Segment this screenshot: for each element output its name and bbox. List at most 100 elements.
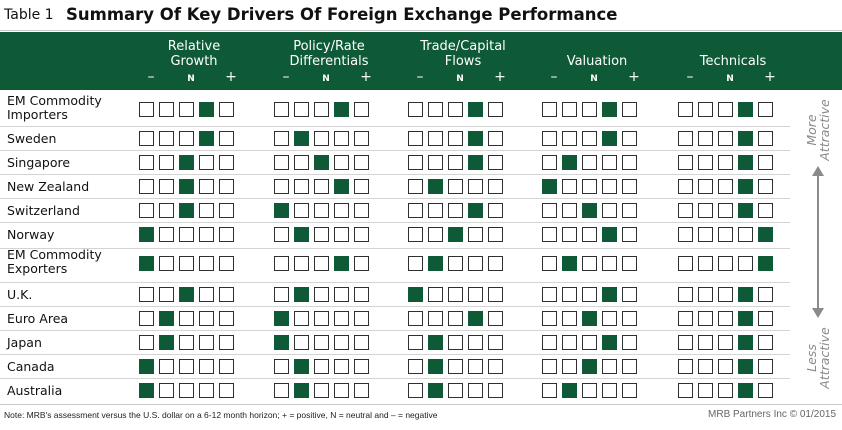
rating-cell-selected bbox=[139, 383, 154, 398]
rating-cell bbox=[199, 287, 214, 302]
rating-cell bbox=[448, 359, 463, 374]
rating-cell bbox=[354, 131, 369, 146]
rating-cell bbox=[294, 256, 309, 271]
rating-cell bbox=[718, 335, 733, 350]
rating-cell bbox=[354, 383, 369, 398]
rating-cell bbox=[139, 311, 154, 326]
rating-cell bbox=[562, 359, 577, 374]
rating-cell-selected bbox=[139, 256, 154, 271]
rating-cell bbox=[622, 102, 637, 117]
rating-cell bbox=[488, 335, 503, 350]
rating-cell bbox=[758, 311, 773, 326]
rating-cell bbox=[718, 359, 733, 374]
rating-cell bbox=[354, 311, 369, 326]
column-header-label: Policy/Rate Differentials bbox=[289, 39, 369, 69]
rating-cell-selected bbox=[294, 287, 309, 302]
rating-cell bbox=[428, 287, 443, 302]
rating-cell bbox=[718, 287, 733, 302]
rating-cell bbox=[179, 227, 194, 242]
rating-cell-selected bbox=[602, 131, 617, 146]
rating-cell bbox=[159, 287, 174, 302]
rating-cell bbox=[758, 359, 773, 374]
rating-cell bbox=[758, 335, 773, 350]
rating-cell bbox=[294, 203, 309, 218]
rating-cell-selected bbox=[602, 335, 617, 350]
rating-cell bbox=[698, 256, 713, 271]
more-attractive-label: More Attractive bbox=[804, 99, 832, 161]
rating-cell bbox=[678, 256, 693, 271]
rating-cell bbox=[139, 287, 154, 302]
rating-cell bbox=[408, 359, 423, 374]
rating-cell bbox=[468, 383, 483, 398]
rating-cell bbox=[448, 311, 463, 326]
column-header-2: Policy/Rate Differentials – N + bbox=[259, 32, 399, 90]
column-header-4: Valuation – N + bbox=[527, 32, 667, 90]
rating-cell bbox=[139, 203, 154, 218]
rating-cell-selected bbox=[738, 335, 753, 350]
rating-cell bbox=[159, 155, 174, 170]
rating-cell bbox=[622, 383, 637, 398]
rating-cell bbox=[354, 203, 369, 218]
rating-cell-selected bbox=[448, 227, 463, 242]
positive-symbol: + bbox=[628, 69, 640, 85]
column-header-label: Relative Growth bbox=[167, 39, 221, 69]
rating-cell bbox=[274, 131, 289, 146]
rating-cell bbox=[562, 311, 577, 326]
rating-cell bbox=[582, 383, 597, 398]
rating-cell bbox=[718, 256, 733, 271]
rating-cell-selected bbox=[334, 102, 349, 117]
rating-cell bbox=[622, 155, 637, 170]
rating-cell-selected bbox=[468, 102, 483, 117]
rating-cell bbox=[448, 383, 463, 398]
positive-symbol: + bbox=[764, 69, 776, 85]
rating-cell-selected bbox=[428, 256, 443, 271]
rating-cell bbox=[274, 179, 289, 194]
rating-cell bbox=[448, 287, 463, 302]
rating-cell bbox=[718, 383, 733, 398]
row-divider bbox=[0, 126, 790, 127]
rating-cell bbox=[408, 179, 423, 194]
rating-cell bbox=[678, 102, 693, 117]
row-label: Singapore bbox=[7, 155, 71, 170]
rating-cell bbox=[159, 256, 174, 271]
rating-cell bbox=[542, 383, 557, 398]
rating-cell bbox=[448, 179, 463, 194]
rating-cell bbox=[562, 335, 577, 350]
rating-cell bbox=[139, 131, 154, 146]
rating-cell bbox=[468, 287, 483, 302]
rating-cell bbox=[354, 102, 369, 117]
rating-cell-selected bbox=[468, 155, 483, 170]
rating-cell bbox=[678, 131, 693, 146]
rating-cell bbox=[542, 203, 557, 218]
rating-cell bbox=[314, 256, 329, 271]
rating-cell-selected bbox=[179, 155, 194, 170]
rating-cell bbox=[219, 359, 234, 374]
rating-cell-selected bbox=[334, 179, 349, 194]
row-divider bbox=[0, 174, 790, 175]
rating-cell bbox=[758, 155, 773, 170]
rating-cell-selected bbox=[139, 227, 154, 242]
rating-cell bbox=[274, 227, 289, 242]
rating-cell bbox=[274, 256, 289, 271]
rating-cell bbox=[698, 287, 713, 302]
rating-cell bbox=[678, 155, 693, 170]
rating-cell bbox=[602, 359, 617, 374]
column-header-label: Technicals bbox=[699, 54, 767, 69]
row-label: Canada bbox=[7, 359, 55, 374]
rating-cell-selected bbox=[294, 383, 309, 398]
row-divider bbox=[0, 378, 790, 379]
rating-cell bbox=[468, 227, 483, 242]
rating-cell bbox=[698, 227, 713, 242]
rating-cell bbox=[718, 179, 733, 194]
rating-cell bbox=[334, 155, 349, 170]
rating-cell bbox=[314, 227, 329, 242]
rating-cell bbox=[678, 335, 693, 350]
rating-cell bbox=[139, 102, 154, 117]
rating-cell-selected bbox=[274, 203, 289, 218]
rating-cell bbox=[159, 131, 174, 146]
rating-cell bbox=[758, 131, 773, 146]
rating-cell bbox=[354, 335, 369, 350]
rating-cell-selected bbox=[314, 155, 329, 170]
rating-cell bbox=[314, 131, 329, 146]
rating-cell bbox=[408, 335, 423, 350]
